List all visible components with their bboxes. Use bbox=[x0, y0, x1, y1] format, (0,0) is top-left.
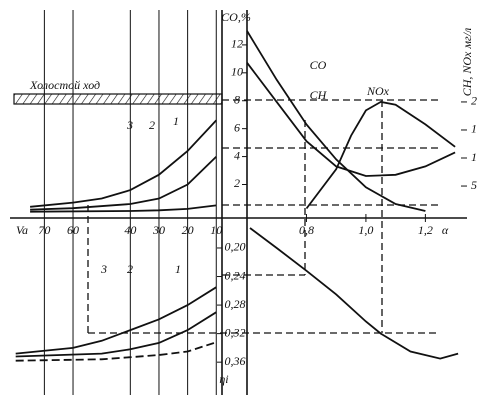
y-axis-label: ηi bbox=[219, 372, 228, 386]
x-axis-label: Va bbox=[16, 223, 28, 237]
y-tick-label: 2 bbox=[234, 176, 240, 190]
series-label: NOx bbox=[366, 84, 390, 98]
annotation: Холостой ход bbox=[29, 78, 100, 92]
y2-tick-label: 20 bbox=[471, 94, 477, 108]
line-series bbox=[249, 227, 459, 360]
series-label: 3 bbox=[126, 118, 133, 132]
y2-axis-label: CH, NOx мг/л bbox=[460, 28, 474, 97]
y-tick-label: 0,28 bbox=[225, 297, 246, 311]
y-tick-label: 0,24 bbox=[225, 268, 246, 282]
x-tick-label: 1,0 bbox=[358, 223, 373, 237]
series-label: CO bbox=[310, 58, 327, 72]
y-tick-label: 0,32 bbox=[225, 325, 246, 339]
x-tick-label: 0,8 bbox=[299, 223, 314, 237]
y-tick-label: 6 bbox=[234, 120, 240, 134]
line-series bbox=[30, 204, 217, 213]
x-axis-label: α bbox=[442, 223, 449, 237]
series-label: 1 bbox=[173, 114, 179, 128]
idle-band bbox=[13, 93, 223, 105]
y-tick-label: 4 bbox=[234, 148, 240, 162]
y-tick-label: 12 bbox=[231, 37, 243, 51]
series-label: 3 bbox=[100, 262, 107, 276]
line-series bbox=[30, 119, 217, 208]
series-label: 1 bbox=[175, 262, 181, 276]
y2-tick-label: 15 bbox=[471, 122, 477, 136]
series-label: 2 bbox=[149, 118, 155, 132]
y2-tick-label: 5 bbox=[471, 178, 477, 192]
y-tick-label: 10 bbox=[231, 65, 243, 79]
line-series bbox=[246, 62, 456, 177]
x-tick-label: 1,2 bbox=[418, 223, 433, 237]
line-series bbox=[30, 155, 217, 211]
y-tick-label: 8 bbox=[234, 92, 240, 106]
line-series bbox=[15, 311, 217, 358]
y-axis-label: CO,% bbox=[221, 10, 251, 24]
y-tick-label: 0,20 bbox=[225, 240, 246, 254]
line-series bbox=[305, 100, 456, 210]
series-label: CH bbox=[310, 88, 328, 102]
y2-tick-label: 10 bbox=[471, 150, 477, 164]
y-tick-label: 0,36 bbox=[225, 354, 246, 368]
line-series bbox=[246, 30, 426, 212]
line-series bbox=[15, 286, 217, 355]
series-label: 2 bbox=[127, 262, 133, 276]
